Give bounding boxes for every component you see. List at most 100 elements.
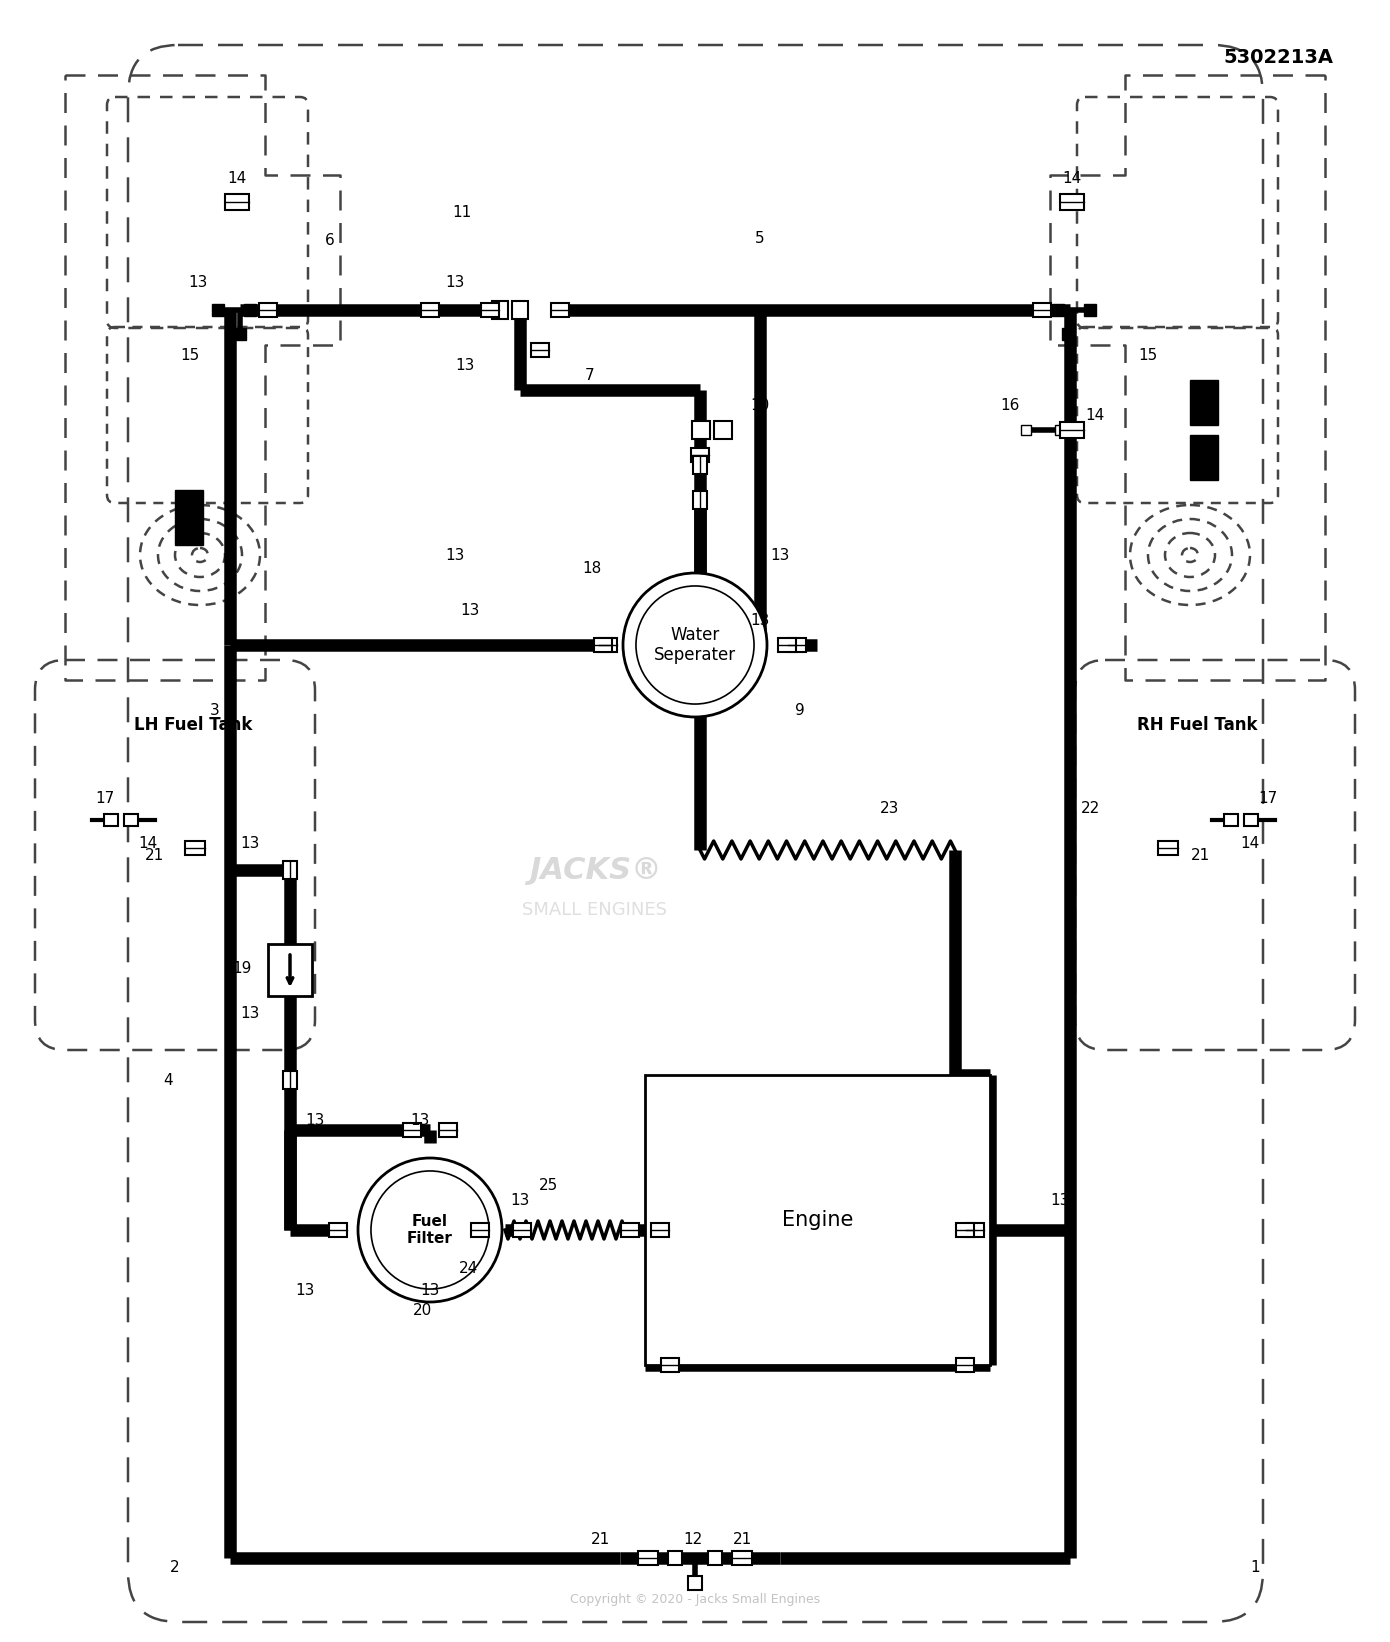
Bar	[403, 1123, 421, 1136]
Bar	[1022, 425, 1031, 435]
Text: 14: 14	[139, 836, 157, 851]
Bar	[788, 639, 806, 652]
Bar	[1190, 435, 1218, 479]
Bar	[956, 1223, 974, 1236]
Bar	[691, 448, 709, 461]
Text: 13: 13	[445, 274, 464, 289]
Bar	[694, 456, 708, 475]
Text: 21: 21	[733, 1532, 752, 1547]
Bar	[1062, 328, 1074, 340]
Text: 15: 15	[181, 348, 200, 363]
Bar	[439, 1123, 457, 1136]
Bar	[662, 1358, 678, 1373]
Text: 11: 11	[452, 205, 471, 220]
Text: Fuel
Filter: Fuel Filter	[407, 1213, 453, 1246]
Bar	[621, 1223, 639, 1236]
Text: 25: 25	[538, 1177, 557, 1192]
Bar	[1061, 422, 1084, 438]
Text: 13: 13	[188, 274, 207, 289]
Bar	[175, 489, 203, 545]
Bar	[708, 1552, 721, 1565]
Text: 19: 19	[232, 961, 252, 975]
Bar	[185, 841, 204, 855]
Text: 13: 13	[295, 1282, 314, 1297]
Text: 13: 13	[460, 603, 480, 617]
Text: 10: 10	[751, 397, 770, 412]
Text: 13: 13	[510, 1192, 530, 1207]
Bar	[599, 639, 617, 652]
Bar	[329, 1223, 348, 1236]
Text: 5: 5	[755, 230, 765, 246]
Bar	[714, 420, 733, 438]
Text: 17: 17	[96, 790, 114, 806]
Text: 16: 16	[1001, 397, 1020, 412]
Bar	[1061, 194, 1084, 210]
Bar	[669, 1552, 682, 1565]
Text: 13: 13	[445, 547, 464, 563]
Text: 9: 9	[795, 703, 805, 718]
Bar	[421, 304, 439, 317]
Bar	[1084, 304, 1095, 315]
Text: 7: 7	[585, 368, 595, 383]
Bar	[692, 420, 710, 438]
Bar	[645, 1076, 990, 1365]
Text: 3: 3	[210, 703, 220, 718]
Bar	[1033, 304, 1051, 317]
Text: 14: 14	[1240, 836, 1259, 851]
Bar	[733, 1552, 752, 1565]
Text: JACKS®: JACKS®	[528, 855, 662, 885]
Text: 13: 13	[420, 1282, 439, 1297]
Bar	[284, 860, 297, 878]
Text: 13: 13	[770, 547, 790, 563]
Bar	[778, 639, 796, 652]
Text: Engine: Engine	[781, 1210, 853, 1230]
Text: 5302213A: 5302213A	[1223, 48, 1333, 66]
Text: 12: 12	[684, 1532, 702, 1547]
Text: 13: 13	[240, 1005, 260, 1020]
Text: 23: 23	[880, 801, 899, 816]
Bar	[956, 1358, 974, 1373]
Bar	[124, 814, 138, 826]
Text: SMALL ENGINES: SMALL ENGINES	[523, 901, 667, 920]
Text: 18: 18	[582, 560, 602, 575]
Bar	[1158, 841, 1177, 855]
Text: 2: 2	[170, 1560, 179, 1576]
Bar	[513, 1223, 531, 1236]
Bar	[594, 639, 612, 652]
Text: 4: 4	[163, 1072, 172, 1087]
Circle shape	[623, 573, 767, 718]
Bar	[492, 300, 507, 319]
Text: 13: 13	[751, 612, 770, 627]
Text: 17: 17	[1258, 790, 1277, 806]
Bar	[1244, 814, 1258, 826]
Bar	[471, 1223, 489, 1236]
Bar	[104, 814, 118, 826]
Bar	[512, 300, 528, 319]
Text: 13: 13	[240, 836, 260, 851]
Text: 14: 14	[228, 171, 246, 186]
Circle shape	[371, 1171, 489, 1289]
Text: 13: 13	[410, 1113, 430, 1128]
Text: 6: 6	[325, 233, 335, 248]
Bar	[651, 1223, 669, 1236]
Bar	[1225, 814, 1238, 826]
Circle shape	[359, 1158, 502, 1302]
Bar	[234, 328, 246, 340]
Text: 20: 20	[413, 1302, 432, 1317]
Text: 13: 13	[306, 1113, 325, 1128]
Text: 21: 21	[1190, 847, 1209, 862]
Text: Water
Seperater: Water Seperater	[653, 626, 737, 665]
Bar	[688, 1576, 702, 1589]
Bar	[531, 343, 549, 356]
Text: 14: 14	[1062, 171, 1081, 186]
Bar	[1052, 304, 1063, 315]
Bar	[245, 304, 256, 315]
Text: 13: 13	[456, 358, 475, 373]
Bar	[481, 304, 499, 317]
Bar	[694, 491, 708, 509]
Bar	[1055, 425, 1065, 435]
Text: 24: 24	[459, 1261, 478, 1276]
Text: 22: 22	[1080, 801, 1099, 816]
Circle shape	[637, 586, 753, 704]
Bar	[225, 194, 249, 210]
